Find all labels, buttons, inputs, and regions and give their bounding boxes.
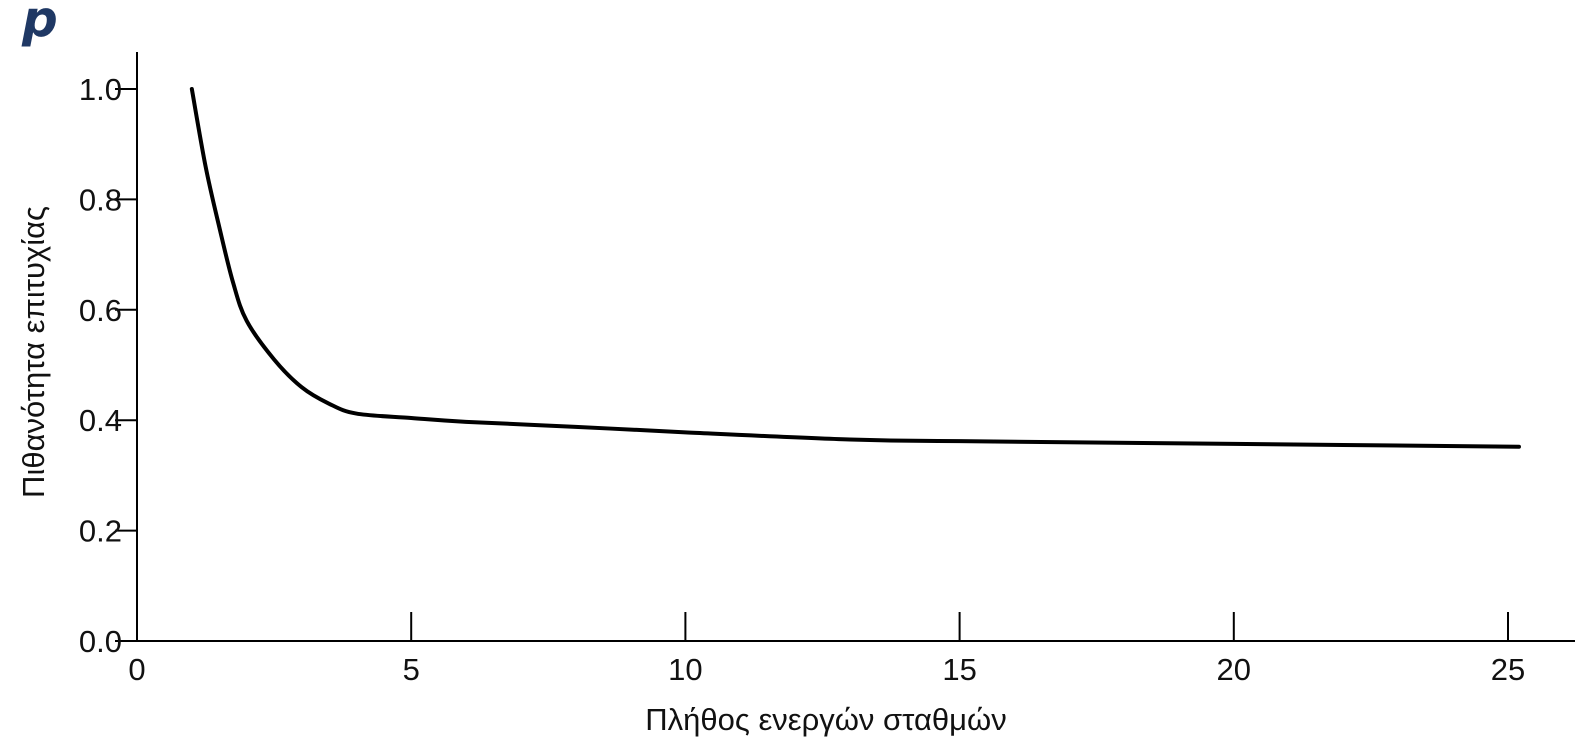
x-tick-label: 25 [1491, 652, 1525, 687]
corner-label-p: p [22, 0, 58, 48]
x-tick-label: 10 [668, 652, 702, 687]
x-tick-label: 0 [128, 652, 145, 687]
x-tick-label: 20 [1217, 652, 1251, 687]
x-tick-label: 5 [403, 652, 420, 687]
y-tick-label: 1.0 [79, 72, 122, 107]
y-tick-label: 0.8 [79, 182, 122, 217]
y-axis-title: Πιθανότητα επιτυχίας [16, 206, 51, 498]
chart-series [189, 87, 1521, 449]
x-axis-title: Πλήθος ενεργών σταθμών [645, 702, 1006, 737]
chart-ticks: 0.0 0.2 0.4 0.6 0.8 1.0 0 5 10 15 20 25 [79, 72, 1525, 687]
y-tick-label: 0.6 [79, 293, 122, 328]
x-tick-label: 15 [942, 652, 976, 687]
y-tick-label: 0.0 [79, 624, 122, 659]
series-line [189, 87, 1521, 449]
chart-axes [136, 52, 1575, 642]
y-tick-label: 0.4 [79, 403, 122, 438]
y-tick-label: 0.2 [79, 514, 122, 549]
